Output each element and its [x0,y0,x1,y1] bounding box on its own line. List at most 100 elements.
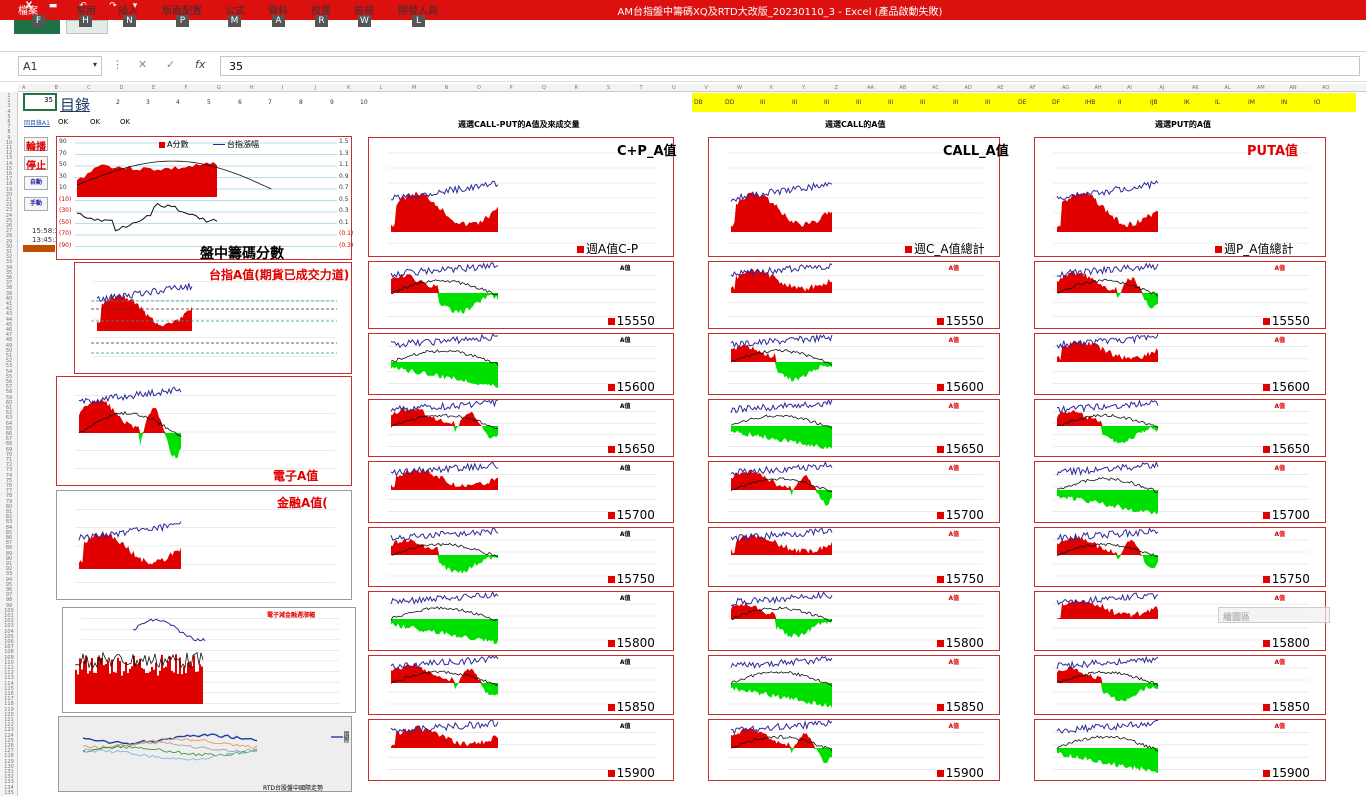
row-number[interactable]: 131 [4,769,14,775]
row-number[interactable]: 68 [5,441,13,448]
row-number[interactable]: 10 [5,139,13,146]
column-letter[interactable]: E [152,85,156,91]
name-box[interactable]: A1 ▾ [18,56,102,76]
row-number[interactable]: 56 [5,379,13,385]
row-number[interactable]: 121 [4,717,14,723]
row1-yellow-link[interactable]: III [824,99,830,106]
row-number[interactable]: 47 [5,332,13,339]
row-number[interactable]: 74 [5,472,13,479]
row-number[interactable]: 7 [7,124,11,131]
redo-icon[interactable]: ↷ [109,1,117,11]
column-letter[interactable]: N [444,85,449,91]
row-number[interactable]: 38 [5,285,13,292]
row-number[interactable]: 9 [7,134,11,141]
row-number[interactable]: 117 [4,696,14,703]
row-number[interactable]: 75 [5,477,13,484]
column-letter[interactable]: Z [834,85,838,91]
tab-file-label[interactable]: 檔案 [18,6,38,17]
row-number[interactable]: 80 [5,503,13,510]
row-number[interactable]: 63 [5,415,13,422]
row-number[interactable]: 34 [5,264,13,271]
column-letter[interactable]: Y [802,85,806,91]
column-letter[interactable]: AC [932,85,939,91]
row-number[interactable]: 33 [5,259,13,266]
row-number[interactable]: 132 [4,774,14,781]
column-letter[interactable]: AK [1192,85,1199,91]
row-number[interactable]: 115 [4,685,14,692]
row1-yellow-link[interactable]: III [985,99,991,106]
row-number[interactable]: 41 [5,301,13,307]
column-letter[interactable]: G [217,85,221,91]
formula-input[interactable]: 35 [220,56,1360,76]
row-number[interactable]: 54 [5,368,13,375]
cancel-icon[interactable]: ✕ [138,58,148,71]
row-number[interactable]: 112 [4,670,14,677]
column-letter[interactable]: J [314,85,316,91]
row1-yellow-link[interactable]: III [760,99,766,106]
row-number[interactable]: 60 [5,399,13,406]
row-number[interactable]: 43 [5,311,13,318]
row-number[interactable]: 2 [7,98,11,105]
row-number[interactable]: 130 [4,763,14,770]
row-number[interactable]: 23 [5,207,13,214]
row1-link[interactable]: IM [1248,99,1255,106]
cell-a1[interactable]: 35 [23,93,57,111]
row1-link[interactable]: 10 [360,99,368,106]
row-number[interactable]: 124 [4,732,14,739]
row-number[interactable]: 113 [4,675,14,682]
column-letter[interactable]: AA [867,85,874,91]
row-number[interactable]: 65 [5,425,13,432]
manual-button[interactable]: 手動 [24,197,48,211]
auto-button[interactable]: 自動 [24,176,48,190]
row-number[interactable]: 83 [5,519,13,526]
row-number[interactable]: 107 [4,644,14,651]
row-number[interactable]: 114 [4,680,14,687]
row-number[interactable]: 118 [4,701,14,708]
column-letter[interactable]: AD [964,85,972,91]
column-letter[interactable]: V [704,85,708,91]
row-number[interactable]: 71 [5,457,13,463]
row-number[interactable]: 8 [7,129,11,136]
row-number[interactable]: 18 [5,181,13,188]
column-letter[interactable]: AO [1322,85,1330,91]
tab-view[interactable]: 檢視 [354,6,374,17]
row-number[interactable]: 125 [4,737,14,744]
row-number[interactable]: 44 [5,316,13,323]
column-letter[interactable]: Q [542,85,546,91]
tab-file[interactable] [14,20,60,34]
row-number[interactable]: 61 [5,405,13,411]
row-number[interactable]: 29 [5,238,13,245]
row1-link[interactable]: IO [1314,99,1321,106]
row-number[interactable]: 67 [5,436,13,443]
row1-link[interactable]: IL [1215,99,1221,106]
row-number[interactable]: 76 [5,483,13,489]
row1-yellow-link[interactable]: III [920,99,926,106]
insert-function-icon[interactable]: fx [195,58,206,71]
row-number[interactable]: 73 [5,467,13,474]
row-number[interactable]: 69 [5,446,13,453]
column-letter[interactable]: S [607,85,611,91]
row-number[interactable]: 105 [4,633,14,640]
column-letter[interactable]: K [347,85,351,91]
row1-link[interactable]: IHB [1085,99,1096,106]
row1-link[interactable]: 8 [299,99,303,106]
row-number[interactable]: 48 [5,337,13,344]
row1-link[interactable]: 5 [207,99,211,106]
catalog-link[interactable]: 目錄 [60,96,91,114]
row-number[interactable]: 120 [4,711,14,718]
row1-link[interactable]: IN [1281,99,1288,106]
row-number[interactable]: 32 [5,254,13,261]
row-number[interactable]: 17 [5,176,13,183]
column-letter[interactable]: AG [1062,85,1070,91]
tab-formulas[interactable]: 公式 [225,6,245,17]
row1-link[interactable]: 6 [238,99,242,106]
row-number[interactable]: 28 [5,233,13,240]
row-number[interactable]: 46 [5,327,13,333]
row-number[interactable]: 95 [5,581,13,588]
row-number[interactable]: 5 [7,113,11,120]
row-number[interactable]: 106 [4,639,14,645]
undo-icon[interactable]: ↶ [79,1,87,11]
column-letter[interactable]: I [282,85,284,91]
row-number[interactable]: 4 [7,108,11,115]
row1-yellow-link[interactable]: DD [725,99,735,106]
